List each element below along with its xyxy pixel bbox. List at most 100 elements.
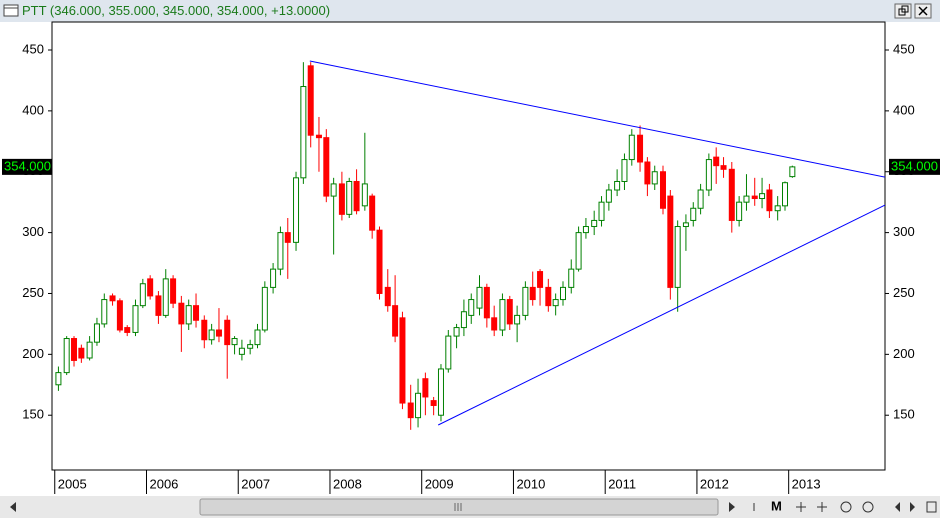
y-tick-label: 200: [22, 346, 44, 361]
last-price-label: 354.000: [4, 158, 51, 173]
candle-body: [782, 182, 789, 207]
x-tick-label: 2011: [608, 476, 636, 491]
y-tick-label: 450: [22, 41, 44, 56]
candle-body: [575, 232, 582, 270]
candle-body: [483, 286, 490, 319]
candle-body: [293, 177, 300, 243]
candle-body: [545, 286, 552, 307]
candle-body: [690, 207, 697, 221]
x-tick-label: 2010: [516, 476, 545, 491]
candle-body: [499, 299, 506, 331]
candle-body: [201, 319, 208, 341]
candle-body: [789, 166, 796, 178]
y2-tick-label: 450: [893, 41, 915, 56]
candle-body: [522, 286, 529, 316]
candle-body: [132, 305, 139, 333]
candle-body: [109, 295, 116, 302]
candle-body: [162, 278, 169, 316]
candle-body: [651, 171, 658, 185]
candle-body: [713, 156, 720, 167]
y2-tick-label: 400: [893, 102, 915, 117]
candle-body: [124, 327, 131, 333]
candle-body: [277, 232, 284, 270]
candle-body: [491, 317, 498, 331]
y2-tick-label: 200: [893, 346, 915, 361]
candle-body: [559, 286, 566, 301]
candle-body: [644, 161, 651, 185]
candle-body: [338, 183, 345, 215]
candle-body: [728, 168, 735, 221]
x-tick-label: 2005: [58, 476, 87, 491]
candle-body: [621, 159, 628, 182]
candle-body: [208, 329, 215, 341]
candle-body: [224, 319, 231, 346]
candle-body: [238, 347, 245, 355]
candle-body: [430, 400, 437, 406]
candle-body: [537, 271, 544, 288]
x-tick-label: 2006: [149, 476, 178, 491]
trend-line: [309, 60, 885, 178]
candle-body: [78, 347, 85, 359]
candle-body: [284, 232, 291, 243]
candle-body: [215, 329, 222, 337]
window-icon: [3, 4, 19, 17]
candle-body: [369, 195, 376, 231]
candle-body: [139, 283, 146, 307]
candle-body: [460, 311, 467, 329]
candle-body: [155, 295, 162, 316]
y-tick-label: 250: [22, 285, 44, 300]
candle-body: [682, 222, 689, 228]
toolbar-label[interactable]: M: [771, 498, 782, 513]
candle-body: [667, 195, 674, 288]
candle-body: [247, 344, 254, 349]
candle-body: [437, 368, 444, 416]
candle-body: [659, 171, 666, 209]
candle-body: [307, 65, 314, 136]
candle-body: [568, 268, 575, 288]
candle-body: [93, 323, 100, 343]
candle-body: [270, 268, 277, 288]
candle-body: [552, 299, 559, 307]
candle-body: [384, 286, 391, 307]
candle-body: [147, 278, 154, 297]
candle-body: [628, 134, 635, 161]
candle-body: [361, 183, 368, 207]
candle-body: [697, 189, 704, 209]
candle-body: [407, 402, 414, 419]
candle-body: [63, 338, 70, 374]
candle-body: [300, 86, 307, 179]
x-tick-label: 2013: [792, 476, 821, 491]
candle-body: [705, 159, 712, 191]
candle-body: [514, 314, 521, 325]
candle-body: [766, 189, 773, 212]
candle-body: [529, 286, 536, 301]
scroll-thumb[interactable]: [199, 498, 719, 516]
x-tick-label: 2009: [425, 476, 454, 491]
candle-body: [598, 201, 605, 221]
title-bar: [0, 0, 940, 22]
candle-body: [506, 299, 513, 325]
candle-body: [101, 299, 108, 325]
candle-body: [55, 372, 62, 386]
y-tick-label: 300: [22, 224, 44, 239]
candle-body: [422, 378, 429, 398]
candle-body: [759, 193, 766, 200]
chart-title: PTT (346.000, 355.000, 345.000, 354.000,…: [22, 3, 330, 18]
candle-body: [392, 305, 399, 337]
candle-body: [614, 180, 621, 191]
candle-body: [116, 300, 123, 331]
y2-tick-label: 150: [893, 407, 915, 422]
y2-tick-label: 250: [893, 285, 915, 300]
candle-body: [774, 205, 781, 212]
candle-body: [591, 219, 598, 228]
candle-body: [86, 341, 93, 359]
y2-tick-label: 300: [893, 224, 915, 239]
trend-line: [437, 204, 885, 426]
plot-area: [51, 21, 886, 471]
candle-body: [330, 183, 337, 197]
candle-body: [415, 392, 422, 419]
y-tick-label: 400: [22, 102, 44, 117]
candle-body: [605, 189, 612, 203]
candle-body: [743, 195, 750, 203]
